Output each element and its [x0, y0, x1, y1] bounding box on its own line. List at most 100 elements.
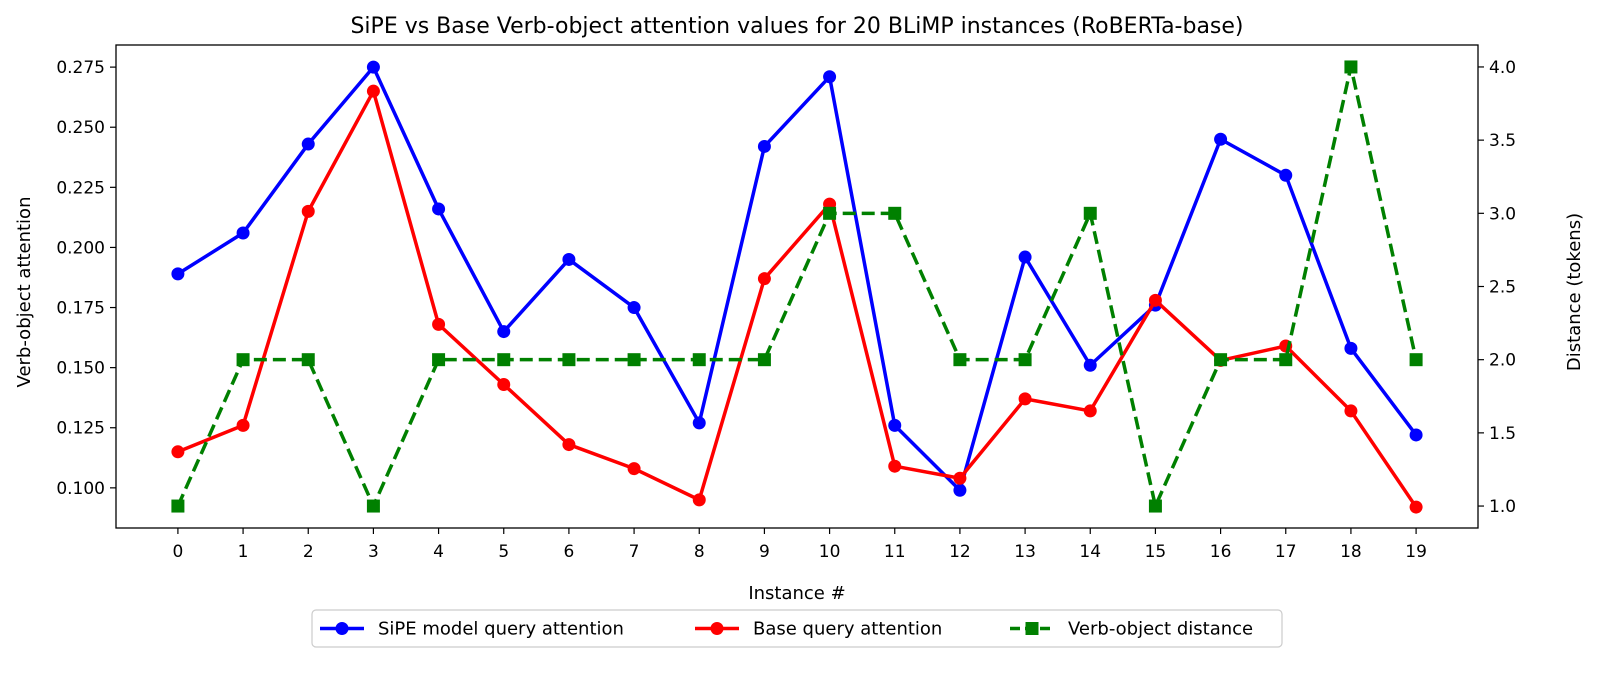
series-0-point [823, 70, 837, 84]
right-y-tick-label: 1.0 [1489, 497, 1516, 517]
left-y-axis-label: Verb-object attention [14, 197, 35, 388]
series-2-point [497, 353, 511, 367]
x-tick-label: 18 [1340, 542, 1362, 562]
right-y-tick-label: 2.5 [1489, 278, 1516, 298]
plot-area: 0 1 2 3 4 5 6 7 8 9 10 11 12 13 14 15 16 17 18 190.1000.125… [56, 44, 1516, 562]
series-0-point [627, 301, 641, 315]
right-y-tick-label: 3.0 [1489, 204, 1516, 224]
series-1-point [1083, 404, 1097, 418]
series-2-point [1083, 206, 1097, 220]
right-y-tick-label: 2.0 [1489, 351, 1516, 371]
series-2-point [953, 353, 967, 367]
series-2-point [432, 353, 446, 367]
series-2-point [692, 353, 706, 367]
right-y-tick-label: 4.0 [1489, 58, 1516, 78]
series-0-point [432, 202, 446, 216]
x-tick-label: 5 [498, 542, 509, 562]
left-y-tick-label: 0.125 [56, 419, 105, 439]
x-tick-label: 15 [1145, 542, 1167, 562]
right-y-tick-label: 3.5 [1489, 131, 1516, 151]
series-2-point [366, 499, 380, 513]
series-2-point [627, 353, 641, 367]
series-1-point [432, 317, 446, 331]
series-2-point [1344, 60, 1358, 74]
series-2-point [562, 353, 576, 367]
series-0-point [888, 418, 902, 432]
x-tick-label: 11 [884, 542, 906, 562]
series-2-point [1018, 353, 1032, 367]
series-2-point [823, 206, 837, 220]
x-tick-label: 13 [1014, 542, 1036, 562]
series-1-point [171, 445, 185, 459]
series-1-point [1018, 392, 1032, 406]
chart-title: SiPE vs Base Verb-object attention value… [350, 14, 1243, 39]
left-y-tick-label: 0.150 [56, 359, 105, 379]
left-y-tick-label: 0.275 [56, 58, 105, 78]
legend-label-1: Base query attention [753, 619, 942, 640]
series-1-point [1344, 404, 1358, 418]
series-1-point [757, 272, 771, 286]
series-1-point [627, 462, 641, 476]
legend-box [311, 609, 1283, 648]
x-tick-label: 12 [949, 542, 971, 562]
series-2-point [888, 206, 902, 220]
series-0-point [366, 60, 380, 74]
series-line-0 [176, 65, 1418, 492]
series-2-point [757, 353, 771, 367]
left-y-tick-label: 0.225 [56, 178, 105, 198]
x-tick-label: 6 [563, 542, 574, 562]
legend-label-2: Verb-object distance [1068, 619, 1253, 640]
series-1-point [301, 204, 315, 218]
x-tick-label: 17 [1275, 542, 1297, 562]
legend: SiPE model query attention Base query att… [311, 609, 1283, 648]
x-tick-label: 4 [433, 542, 444, 562]
series-1-point [888, 459, 902, 473]
series-1-point [497, 377, 511, 391]
series-0-point [757, 139, 771, 153]
series-0-point [1344, 341, 1358, 355]
left-y-tick-label: 0.175 [56, 299, 105, 319]
x-tick-label: 7 [629, 542, 640, 562]
series-1-point [562, 438, 576, 452]
series-2-point [1148, 499, 1162, 513]
legend-label-0: SiPE model query attention [378, 619, 624, 640]
legend-marker-2 [1025, 622, 1039, 635]
series-1-point [1409, 500, 1423, 514]
series-1-point [692, 493, 706, 507]
x-tick-label: 1 [238, 542, 249, 562]
series-0-point [236, 226, 250, 240]
series-2-point [236, 353, 250, 367]
right-y-axis-label: Distance (tokens) [1564, 213, 1585, 371]
x-tick-label: 0 [172, 542, 183, 562]
legend-marker-0 [335, 622, 349, 635]
series-line-2 [176, 65, 1418, 508]
series-2-point [171, 499, 185, 513]
legend-marker-1 [710, 622, 724, 635]
series-0-point [1214, 132, 1228, 146]
x-tick-label: 10 [819, 542, 841, 562]
series-0-point [1409, 428, 1423, 442]
series-2-point [1214, 353, 1228, 367]
series-line-1 [177, 89, 1418, 509]
series-1-point [366, 84, 380, 98]
series-0-point [1279, 168, 1293, 182]
left-y-tick-label: 0.250 [56, 118, 105, 138]
left-y-tick-label: 0.100 [56, 479, 105, 499]
right-y-tick-label: 1.5 [1489, 424, 1516, 444]
x-tick-label: 16 [1210, 542, 1232, 562]
series-2-point [1279, 353, 1293, 367]
series-1-point [953, 471, 967, 485]
series-0-point [1083, 358, 1097, 372]
left-y-tick-label: 0.200 [56, 238, 105, 258]
x-axis-label: Instance # [748, 583, 845, 604]
series-0-point [497, 325, 511, 339]
series-2-point [1409, 353, 1423, 367]
series-0-point [562, 252, 576, 266]
x-tick-label: 19 [1405, 542, 1427, 562]
series-1-point [1148, 293, 1162, 307]
x-tick-label: 8 [694, 542, 705, 562]
series-0-point [171, 267, 185, 281]
x-tick-label: 9 [759, 542, 770, 562]
series-0-point [1018, 250, 1032, 264]
